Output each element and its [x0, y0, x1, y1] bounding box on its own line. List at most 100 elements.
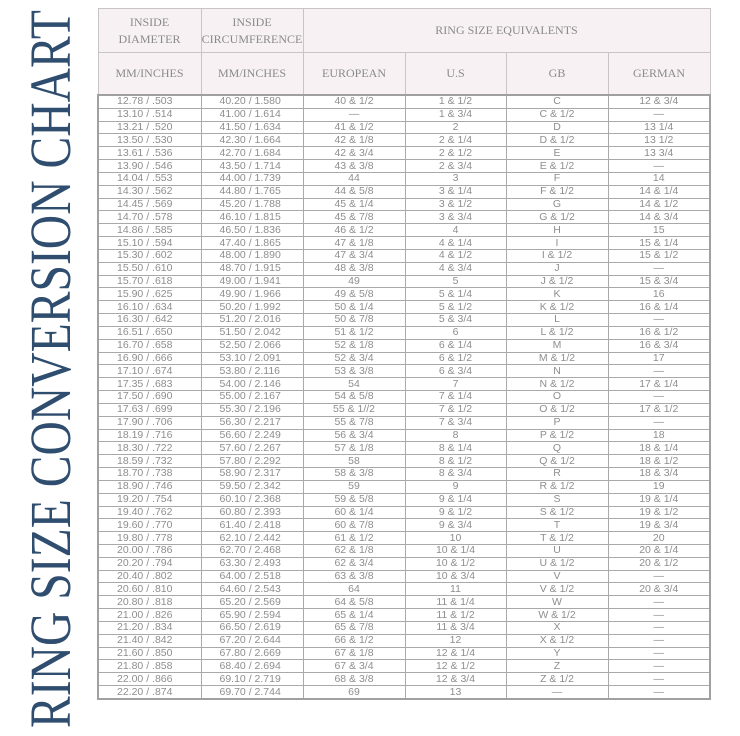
cell-gb: Z & 1/2	[505, 672, 609, 687]
cell-diameter: 14.45 / .569	[97, 197, 202, 212]
table-row: 14.45 / .569 45.20 / 1.788 45 & 1/4 3 & 1/2…	[97, 197, 711, 212]
cell-german: 14 & 1/2	[607, 197, 711, 212]
cell-diameter: 16.70 / .658	[97, 338, 202, 353]
table-row: 21.60 / .850 67.80 / 2.669 67 & 1/8 12 & 1/…	[97, 646, 711, 661]
cell-gb: D & 1/2	[505, 133, 609, 148]
cell-us: 6	[404, 325, 507, 340]
cell-german: —	[607, 595, 711, 610]
cell-german: —	[607, 390, 711, 404]
cell-gb: U & 1/2	[505, 556, 609, 571]
cell-gb: N	[505, 364, 609, 379]
cell-circumference: 65.20 / 2.569	[200, 595, 304, 610]
table-body: 12.78 / .503 40.20 / 1.580 40 & 1/2 1 & 1/2…	[97, 94, 711, 700]
cell-diameter: 16.51 / .650	[97, 325, 202, 340]
table-row: 20.80 / .818 65.20 / 2.569 64 & 5/8 11 & 1/…	[97, 595, 711, 610]
cell-circumference: 56.60 / 2.249	[200, 428, 304, 443]
cell-diameter: 17.35 / .683	[97, 377, 202, 392]
cell-european: 50 & 7/8	[302, 313, 406, 327]
cell-circumference: 51.50 / 2.042	[200, 325, 304, 340]
cell-us: 8 & 1/4	[404, 441, 507, 456]
table-row: 17.35 / .683 54.00 / 2.146 54 7 N & 1/2 17 & …	[97, 377, 711, 392]
table-row: 20.00 / .786 62.70 / 2.468 62 & 1/8 10 & 1/…	[97, 543, 711, 558]
cell-gb: F & 1/2	[505, 184, 609, 199]
cell-european: 64	[302, 582, 406, 597]
cell-german: 13 1/2	[607, 133, 711, 148]
table-row: 21.80 / .858 68.40 / 2.694 67 & 3/4 12 & 1/…	[97, 659, 711, 674]
table-row: 15.90 / .625 49.90 / 1.966 49 & 5/8 5 & 1/4…	[97, 287, 711, 302]
table-row: 13.21 / .520 41.50 / 1.634 41 & 1/2 2 D 13 1/…	[97, 120, 711, 135]
cell-european: 40 & 1/2	[302, 94, 406, 109]
cell-diameter: 17.50 / .690	[97, 390, 202, 404]
cell-us: 6 & 1/2	[404, 351, 507, 366]
cell-us: 6 & 3/4	[404, 364, 507, 379]
cell-german: 20 & 1/2	[607, 556, 711, 571]
cell-german: 13 1/4	[607, 120, 711, 135]
cell-us: 12 & 1/2	[404, 659, 507, 674]
cell-gb: W & 1/2	[505, 608, 609, 622]
cell-european: 41 & 1/2	[302, 120, 406, 135]
cell-gb: R	[505, 467, 609, 481]
table-row: 18.30 / .722 57.60 / 2.267 57 & 1/8 8 & 1/4…	[97, 441, 711, 456]
table-row: 15.50 / .610 48.70 / 1.915 48 & 3/8 4 & 3/4…	[97, 261, 711, 276]
cell-diameter: 21.60 / .850	[97, 646, 202, 661]
subheader-gb: GB	[505, 52, 609, 96]
cell-european: 69	[302, 685, 406, 700]
cell-us: 5 & 3/4	[404, 313, 507, 327]
cell-diameter: 12.78 / .503	[97, 94, 202, 109]
cell-european: 64 & 5/8	[302, 595, 406, 610]
cell-us: 4 & 3/4	[404, 261, 507, 276]
subheader-us: U.S	[404, 52, 507, 96]
cell-german: 14 & 1/4	[607, 184, 711, 199]
cell-gb: D	[505, 120, 609, 135]
cell-circumference: 53.80 / 2.116	[200, 364, 304, 379]
cell-european: 49 & 5/8	[302, 287, 406, 302]
cell-circumference: 68.40 / 2.694	[200, 659, 304, 674]
cell-circumference: 46.50 / 1.836	[200, 223, 304, 238]
cell-gb: M & 1/2	[505, 351, 609, 366]
table-row: 20.40 / .802 64.00 / 2.518 63 & 3/8 10 & 3/…	[97, 569, 711, 584]
table-row: 13.90 / .546 43.50 / 1.714 43 & 3/8 2 & 3/4…	[97, 159, 711, 173]
cell-circumference: 48.00 / 1.890	[200, 248, 304, 263]
cell-circumference: 62.70 / 2.468	[200, 543, 304, 558]
cell-german: —	[607, 646, 711, 661]
cell-diameter: 21.20 / .834	[97, 620, 202, 635]
subheader-circumference-units: MM/INCHES	[200, 52, 304, 96]
cell-gb: T & 1/2	[505, 531, 609, 545]
cell-diameter: 13.90 / .546	[97, 159, 202, 173]
cell-us: 12 & 3/4	[404, 672, 507, 687]
cell-us: 9	[404, 479, 507, 494]
cell-diameter: 14.30 / .562	[97, 184, 202, 199]
cell-european: 52 & 3/4	[302, 351, 406, 366]
cell-european: 42 & 3/4	[302, 146, 406, 161]
cell-circumference: 56.30 / 2.217	[200, 415, 304, 430]
cell-european: 44	[302, 171, 406, 186]
cell-us: 1 & 3/4	[404, 107, 507, 122]
cell-european: 65 & 1/4	[302, 608, 406, 622]
cell-us: 8 & 3/4	[404, 467, 507, 481]
cell-european: 45 & 7/8	[302, 210, 406, 225]
cell-european: 54	[302, 377, 406, 392]
table-row: 15.30 / .602 48.00 / 1.890 47 & 3/4 4 & 1/2…	[97, 248, 711, 263]
table-row: 15.10 / .594 47.40 / 1.865 47 & 1/8 4 & 1/4…	[97, 236, 711, 250]
cell-gb: G	[505, 197, 609, 212]
cell-gb: X & 1/2	[505, 633, 609, 648]
cell-circumference: 45.20 / 1.788	[200, 197, 304, 212]
cell-diameter: 15.70 / .618	[97, 274, 202, 289]
cell-german: 17	[607, 351, 711, 366]
cell-gb: L & 1/2	[505, 325, 609, 340]
cell-european: 60 & 1/4	[302, 505, 406, 520]
table-row: 19.60 / .770 61.40 / 2.418 60 & 7/8 9 & 3/4…	[97, 518, 711, 533]
cell-german: 15	[607, 223, 711, 238]
header-ring-size-equivalents: RING SIZE EQUIVALENTS	[302, 8, 711, 53]
cell-circumference: 65.90 / 2.594	[200, 608, 304, 622]
cell-diameter: 20.00 / .786	[97, 543, 202, 558]
subheader-diameter-units: MM/INCHES	[97, 52, 202, 96]
cell-circumference: 54.00 / 2.146	[200, 377, 304, 392]
cell-circumference: 44.80 / 1.765	[200, 184, 304, 199]
cell-german: 18 & 1/4	[607, 441, 711, 456]
cell-us: 11 & 1/4	[404, 595, 507, 610]
cell-us: 6 & 1/4	[404, 338, 507, 353]
cell-gb: M	[505, 338, 609, 353]
cell-us: 5 & 1/2	[404, 300, 507, 315]
cell-gb: C & 1/2	[505, 107, 609, 122]
